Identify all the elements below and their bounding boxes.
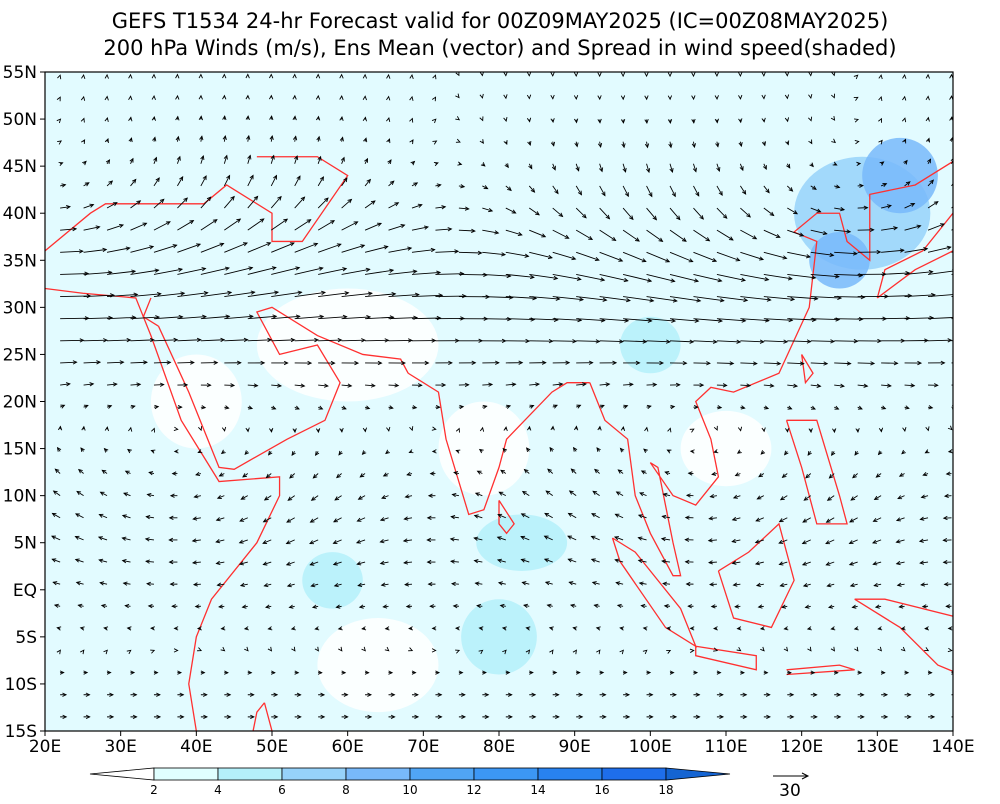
colorbar-box (410, 768, 474, 780)
lat-tick-label: 10N (3, 487, 37, 507)
wind-head (976, 315, 980, 318)
colorbar-label: 8 (342, 783, 350, 797)
lon-tick-label: 30E (104, 737, 136, 757)
lat-tick-label: 55N (3, 63, 37, 83)
reference-vector: 30 (773, 773, 808, 800)
colorbar-box (474, 768, 538, 780)
reference-label: 30 (779, 781, 801, 800)
wind-head (970, 245, 974, 248)
wind-shaft (951, 317, 979, 319)
colorbar-label: 12 (466, 783, 481, 797)
lat-tick-label: 15N (3, 440, 37, 460)
lon-tick-label: 130E (856, 737, 899, 757)
wind-shaft (342, 340, 365, 341)
lat-tick-label: 10S (5, 675, 37, 695)
wind-head (954, 715, 958, 718)
lat-tick-label: 15S (5, 722, 37, 742)
wind-shaft (858, 363, 874, 364)
wind-vector (951, 338, 974, 341)
lat-tick-label: 35N (3, 251, 37, 271)
colorbar-box (282, 768, 346, 780)
wind-shaft (154, 362, 170, 363)
colorbar-label: 18 (658, 783, 673, 797)
wind-head (971, 338, 975, 341)
wind-head (954, 693, 958, 696)
spread-shading (438, 402, 529, 496)
wind-shaft (951, 293, 981, 296)
wind-shaft (951, 270, 979, 275)
lon-tick-label: 90E (558, 737, 590, 757)
wind-head (978, 292, 982, 295)
lon-tick-label: 140E (931, 737, 974, 757)
colorbar-label: 10 (402, 783, 417, 797)
colorbar-box (218, 768, 282, 780)
lat-tick-label: 45N (3, 157, 37, 177)
lon-tick-label: 40E (180, 737, 212, 757)
colorbar-label: 4 (214, 783, 222, 797)
colorbar-label: 14 (530, 783, 545, 797)
spread-shading (681, 411, 772, 486)
lat-tick-label: 20N (3, 393, 37, 413)
subtitle-line: 200 hPa Winds (m/s), Ens Mean (vector) a… (103, 36, 896, 60)
colorbar-box (154, 768, 218, 780)
colorbar-box (602, 768, 666, 780)
lat-tick-label: 5S (15, 628, 37, 648)
lat-tick-label: 25N (3, 345, 37, 365)
lat-tick-label: 30N (3, 298, 37, 318)
wind-vector (951, 361, 967, 364)
colorbar-high (666, 768, 730, 780)
lon-tick-label: 70E (407, 737, 439, 757)
wind-vector (951, 222, 967, 230)
wind-shaft (951, 246, 974, 253)
spread-shading (809, 232, 870, 288)
lat-tick-label: 5N (13, 534, 37, 554)
spread-shading (317, 618, 438, 712)
lon-tick-label: 100E (629, 737, 672, 757)
wind-vector (951, 315, 979, 318)
spread-shading (620, 317, 681, 373)
colorbar-low (90, 768, 154, 780)
wind-head (963, 222, 967, 225)
spread-shading (461, 599, 537, 674)
wind-vector (951, 245, 974, 252)
lon-tick-label: 120E (780, 737, 823, 757)
wind-head (957, 200, 961, 204)
wind-head (976, 269, 980, 272)
wind-head (958, 383, 962, 386)
spread-shading (257, 289, 439, 402)
lon-tick-label: 60E (331, 737, 363, 757)
map-area (45, 71, 982, 731)
wind-shaft (951, 340, 974, 341)
lat-tick-label: EQ (13, 581, 37, 601)
wind-shaft (717, 363, 733, 364)
spread-shading (862, 138, 938, 213)
wind-shaft (951, 222, 967, 230)
lon-tick-label: 50E (256, 737, 288, 757)
wind-vector (951, 292, 981, 296)
spread-shading (151, 354, 242, 448)
lon-tick-label: 110E (704, 737, 747, 757)
lat-tick-label: 40N (3, 204, 37, 224)
title-line: GEFS T1534 24-hr Forecast valid for 00Z0… (112, 9, 889, 33)
wind-head (953, 179, 957, 183)
colorbar-box (538, 768, 602, 780)
colorbar-box (346, 768, 410, 780)
wind-shaft (928, 340, 951, 341)
lat-tick-label: 50N (3, 110, 37, 130)
colorbar-label: 16 (594, 783, 609, 797)
colorbar-label: 2 (150, 783, 158, 797)
wind-shaft (84, 340, 107, 341)
colorbar-label: 6 (278, 783, 286, 797)
wind-vector (951, 269, 979, 275)
spread-shading (302, 552, 363, 608)
wind-head (964, 361, 968, 364)
spread-shading (476, 514, 567, 570)
wind-head (955, 293, 959, 296)
wind-shaft (553, 341, 576, 342)
lon-tick-label: 80E (483, 737, 515, 757)
